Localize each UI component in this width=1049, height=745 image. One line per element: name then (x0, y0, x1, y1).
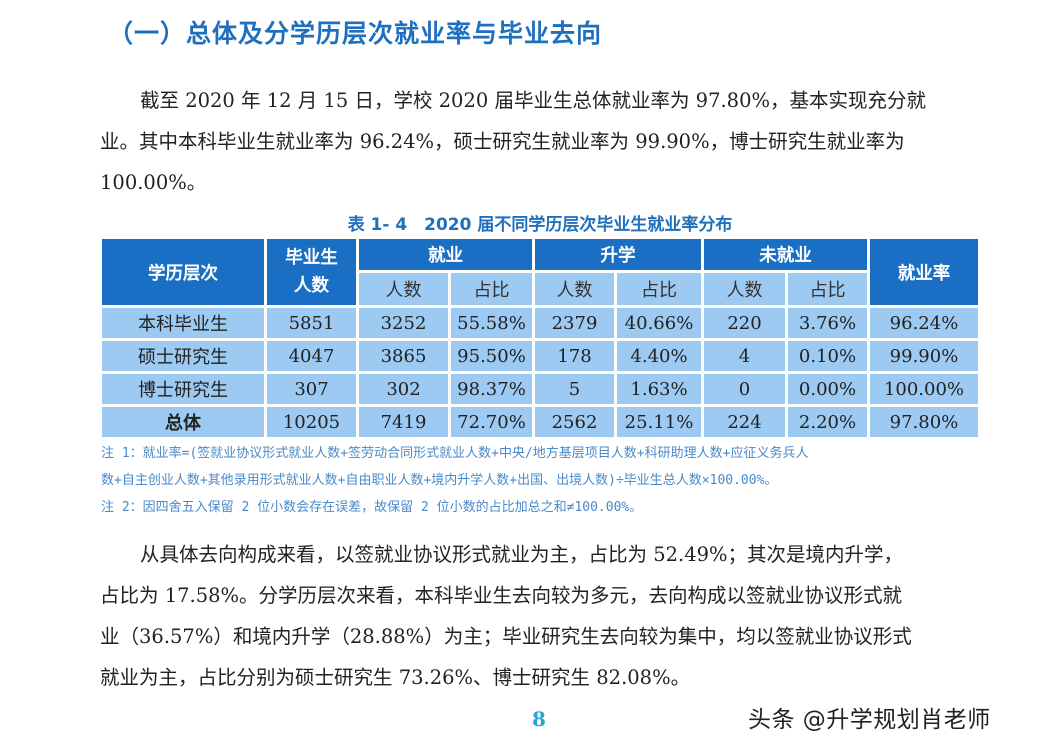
cell-graduates: 5851 (267, 308, 356, 338)
header-employed: 就业 (359, 239, 532, 270)
note-line: 注 1：就业率=(签就业协议形式就业人数+签劳动合同形式就业人数+中央/地方基层… (101, 446, 809, 461)
cell-employed-count: 3252 (359, 308, 448, 338)
paragraph-line: 100.00%。 (100, 171, 207, 194)
cell-unemployed-ratio: 3.76% (788, 308, 867, 338)
subheader-unemployed-ratio: 占比 (788, 273, 867, 305)
table-row: 博士研究生 307 302 98.37% 5 1.63% 0 0.00% 100… (102, 374, 978, 404)
header-rate: 就业率 (870, 239, 978, 305)
cell-employed-count: 3865 (359, 341, 448, 371)
cell-employed-ratio: 55.58% (451, 308, 532, 338)
cell-unemployed-count: 4 (704, 341, 785, 371)
cell-graduates: 4047 (267, 341, 356, 371)
cell-study-count: 178 (535, 341, 614, 371)
paragraph-line: 业。其中本科毕业生就业率为 96.24%，硕士研究生就业率为 99.90%，博士… (100, 130, 905, 153)
cell-unemployed-ratio: 0.10% (788, 341, 867, 371)
table-caption: 表 1- 4 2020 届不同学历层次毕业生就业率分布 (347, 215, 733, 235)
header-graduates-line1: 毕业生 (285, 248, 338, 268)
subheader-employed-count: 人数 (359, 273, 448, 305)
employment-rate-table: 学历层次 毕业生 人数 就业 升学 未就业 就业率 人数 占比 人数 占比 人数… (99, 236, 981, 440)
paragraph-line: 从具体去向构成来看，以签就业协议形式就业为主，占比为 52.49%；其次是境内升… (140, 543, 904, 566)
table-row: 本科毕业生 5851 3252 55.58% 2379 40.66% 220 3… (102, 308, 978, 338)
destination-paragraph: 从具体去向构成来看，以签就业协议形式就业为主，占比为 52.49%；其次是境内升… (100, 534, 980, 698)
cell-graduates: 307 (267, 374, 356, 404)
cell-rate: 99.90% (870, 341, 978, 371)
cell-level: 本科毕业生 (102, 308, 264, 338)
subheader-study-ratio: 占比 (617, 273, 701, 305)
note-line: 注 2：因四舍五入保留 2 位小数会存在误差，故保留 2 位小数的占比加总之和≠… (101, 500, 643, 515)
cell-level-total: 总体 (102, 407, 264, 437)
paragraph-line: 就业为主，占比分别为硕士研究生 73.26%、博士研究生 82.08%。 (100, 666, 691, 689)
summary-paragraph: 截至 2020 年 12 月 15 日，学校 2020 届毕业生总体就业率为 9… (100, 80, 980, 203)
cell-study-ratio: 4.40% (617, 341, 701, 371)
cell-study-count: 5 (535, 374, 614, 404)
cell-study-ratio: 25.11% (617, 407, 701, 437)
cell-unemployed-count: 220 (704, 308, 785, 338)
header-level: 学历层次 (102, 239, 264, 305)
section-title: （一）总体及分学历层次就业率与毕业去向 (108, 19, 603, 48)
header-further-study: 升学 (535, 239, 701, 270)
cell-rate: 96.24% (870, 308, 978, 338)
table-notes: 注 1：就业率=(签就业协议形式就业人数+签劳动合同形式就业人数+中央/地方基层… (101, 440, 1001, 521)
subheader-unemployed-count: 人数 (704, 273, 785, 305)
paragraph-line: 占比为 17.58%。分学历层次来看，本科毕业生去向较为多元，去向构成以签就业协… (100, 584, 903, 607)
note-line: 数+自主创业人数+其他录用形式就业人数+自由职业人数+境内升学人数+出国、出境人… (101, 473, 778, 488)
cell-employed-ratio: 98.37% (451, 374, 532, 404)
cell-employed-ratio: 72.70% (451, 407, 532, 437)
cell-study-ratio: 40.66% (617, 308, 701, 338)
cell-rate: 97.80% (870, 407, 978, 437)
cell-rate: 100.00% (870, 374, 978, 404)
cell-unemployed-ratio: 0.00% (788, 374, 867, 404)
cell-unemployed-count: 224 (704, 407, 785, 437)
table-row: 硕士研究生 4047 3865 95.50% 178 4.40% 4 0.10%… (102, 341, 978, 371)
cell-study-count: 2379 (535, 308, 614, 338)
cell-unemployed-count: 0 (704, 374, 785, 404)
header-unemployed: 未就业 (704, 239, 867, 270)
cell-employed-ratio: 95.50% (451, 341, 532, 371)
cell-level: 硕士研究生 (102, 341, 264, 371)
header-graduates-line2: 人数 (294, 276, 329, 296)
cell-level: 博士研究生 (102, 374, 264, 404)
subheader-employed-ratio: 占比 (451, 273, 532, 305)
cell-graduates: 10205 (267, 407, 356, 437)
cell-study-count: 2562 (535, 407, 614, 437)
header-graduates: 毕业生 人数 (267, 239, 356, 305)
cell-employed-count: 302 (359, 374, 448, 404)
cell-unemployed-ratio: 2.20% (788, 407, 867, 437)
page-number: 8 (532, 707, 546, 731)
paragraph-line: 截至 2020 年 12 月 15 日，学校 2020 届毕业生总体就业率为 9… (140, 89, 927, 112)
subheader-study-count: 人数 (535, 273, 614, 305)
watermark: 头条 @升学规划肖老师 (748, 707, 991, 733)
cell-employed-count: 7419 (359, 407, 448, 437)
paragraph-line: 业（36.57%）和境内升学（28.88%）为主；毕业研究生去向较为集中，均以签… (100, 625, 912, 648)
cell-study-ratio: 1.63% (617, 374, 701, 404)
table-row-total: 总体 10205 7419 72.70% 2562 25.11% 224 2.2… (102, 407, 978, 437)
